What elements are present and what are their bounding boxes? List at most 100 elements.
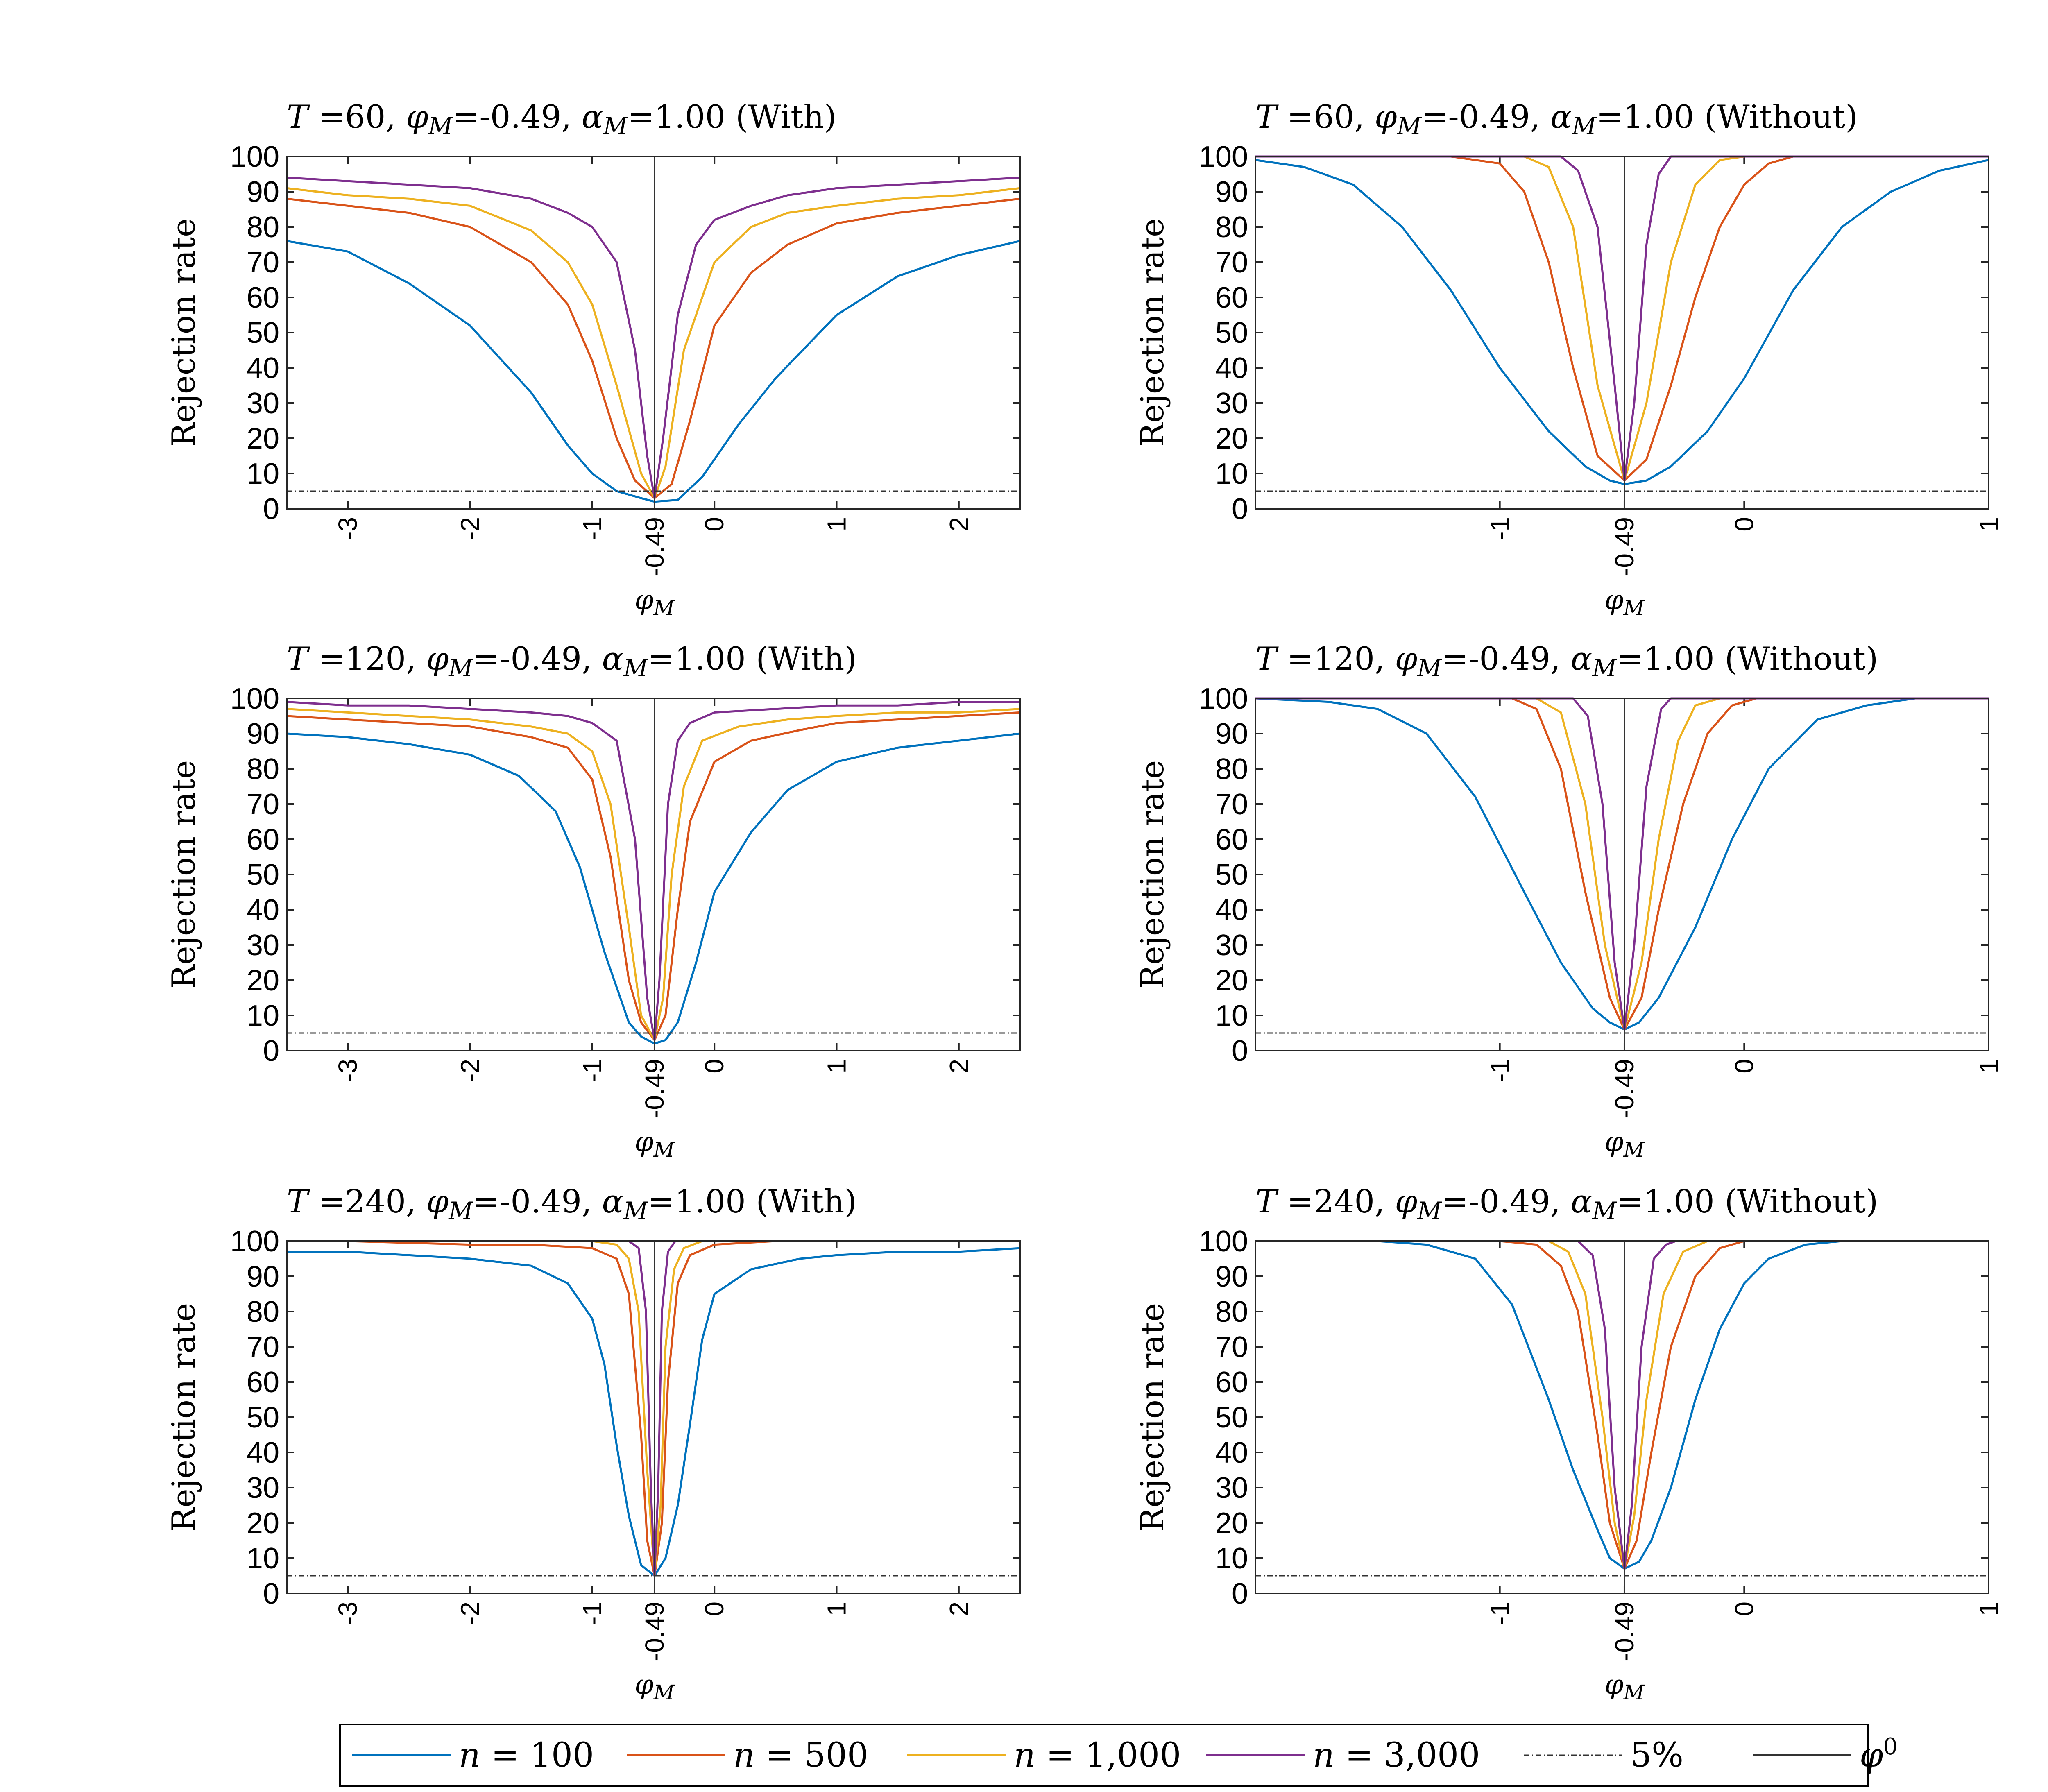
x-axis-label: φM <box>634 1126 675 1162</box>
x-tick-label: 1 <box>1974 517 2003 532</box>
axes-box <box>286 156 1021 510</box>
x-tick-label: 1 <box>822 1059 852 1074</box>
chart-title: T =240, φM=-0.49, αM=1.00 (With) <box>287 1183 857 1225</box>
x-tick-label-phi0: -0.49 <box>640 517 669 577</box>
chart-title: T =240, φM=-0.49, αM=1.00 (Without) <box>1255 1183 1878 1225</box>
y-axis-label: Rejection rate <box>1134 760 1171 989</box>
legend-label-phi0: φ0 <box>1860 1733 1898 1775</box>
chart-panel-3: T =120, φM=-0.49, αM=1.00 (With) Rejectio… <box>165 641 1021 1162</box>
legend-label-n500: n = 500 <box>733 1736 868 1775</box>
series-line-n1000 <box>286 187 1020 499</box>
series-line-n1000 <box>1255 1240 1989 1570</box>
y-tick-label: 40 <box>1215 894 1248 927</box>
series-line-n3000 <box>286 177 1020 499</box>
y-tick-label: 40 <box>247 352 279 385</box>
y-tick-label: 100 <box>1199 140 1248 173</box>
x-tick-label: -1 <box>1485 517 1515 540</box>
y-tick-label: 30 <box>1215 387 1248 420</box>
y-axis-label: Rejection rate <box>165 1303 202 1532</box>
y-tick-label: 60 <box>1215 823 1248 856</box>
y-tick-label: 50 <box>1215 317 1248 349</box>
y-tick-label: 20 <box>1215 964 1248 997</box>
chart-title: T =60, φM=-0.49, αM=1.00 (With) <box>287 99 836 140</box>
y-tick-label: 30 <box>247 929 279 962</box>
x-tick-label: 1 <box>1974 1602 2003 1616</box>
y-tick-label: 20 <box>247 422 279 455</box>
y-tick-label: 90 <box>247 1260 279 1293</box>
y-tick-label: 50 <box>1215 859 1248 891</box>
y-tick-label: 40 <box>247 894 279 927</box>
y-tick-label: 10 <box>247 1542 279 1575</box>
x-tick-label-phi0: -0.49 <box>640 1059 669 1119</box>
y-tick-label: 80 <box>247 753 279 786</box>
y-axis-label: Rejection rate <box>1134 218 1171 447</box>
x-tick-label: -1 <box>1485 1059 1515 1082</box>
series-line-n100 <box>1255 1240 1989 1570</box>
y-tick-label: 10 <box>247 458 279 490</box>
chart-panel-5: T =240, φM=-0.49, αM=1.00 (With) Rejectio… <box>165 1183 1021 1704</box>
x-tick-label: -3 <box>333 517 362 540</box>
series-line-n100 <box>286 732 1020 1045</box>
legend-box <box>339 1724 1869 1787</box>
series-line-n100 <box>286 240 1020 503</box>
x-tick-label-phi0: -0.49 <box>1610 517 1639 577</box>
y-tick-label: 30 <box>247 1472 279 1504</box>
y-tick-label: 40 <box>247 1436 279 1469</box>
series-line-n1000 <box>1255 155 1989 482</box>
y-tick-label: 20 <box>247 1507 279 1540</box>
x-tick-label-phi0: -0.49 <box>1610 1059 1639 1119</box>
axes-box <box>286 1240 1021 1594</box>
y-tick-label: 0 <box>263 493 279 526</box>
x-axis-label: φM <box>634 1669 675 1704</box>
legend-label-five_pct: 5% <box>1630 1736 1683 1775</box>
y-tick-label: 90 <box>1215 176 1248 208</box>
y-tick-label: 90 <box>1215 718 1248 750</box>
axes-box <box>1255 698 1989 1051</box>
chart-panel-6: T =240, φM=-0.49, αM=1.00 (Without) Rejec… <box>1134 1183 2003 1704</box>
x-tick-label: -3 <box>333 1602 362 1625</box>
y-tick-label: 10 <box>1215 458 1248 490</box>
y-tick-label: 80 <box>1215 1296 1248 1328</box>
y-tick-label: 100 <box>230 1225 279 1258</box>
series-line-n100 <box>1255 697 1989 1031</box>
y-tick-label: 60 <box>247 1366 279 1399</box>
y-tick-label: 80 <box>1215 211 1248 244</box>
y-tick-label: 100 <box>1199 682 1248 715</box>
axes-box <box>1255 1240 1989 1594</box>
y-tick-label: 70 <box>1215 246 1248 279</box>
y-tick-label: 80 <box>247 211 279 244</box>
series-line-n500 <box>1255 697 1989 1031</box>
x-axis-label: φM <box>634 584 675 620</box>
series-line-n500 <box>1255 1240 1989 1570</box>
chart-title: T =120, φM=-0.49, αM=1.00 (With) <box>287 641 857 682</box>
series-line-n1000 <box>286 708 1020 1041</box>
x-tick-label: 0 <box>1729 1602 1759 1616</box>
y-tick-label: 40 <box>1215 1436 1248 1469</box>
x-tick-label: -2 <box>455 517 485 540</box>
x-tick-label: 1 <box>1974 1059 2003 1074</box>
axes-box <box>286 698 1021 1051</box>
x-tick-label: -2 <box>455 1602 485 1625</box>
y-tick-label: 100 <box>1199 1225 1248 1258</box>
legend: n = 100 n = 500 n = 1,000 n = 3,000 5% φ0 <box>339 1724 1898 1787</box>
y-tick-label: 0 <box>1232 493 1248 526</box>
y-tick-label: 80 <box>1215 753 1248 786</box>
series-line-n3000 <box>1255 1240 1989 1570</box>
y-tick-label: 90 <box>1215 1260 1248 1293</box>
y-tick-label: 90 <box>247 718 279 750</box>
series-line-n3000 <box>287 1240 1020 1577</box>
x-axis-label: φM <box>1604 584 1645 620</box>
series-line-n3000 <box>1255 697 1989 1031</box>
y-tick-label: 10 <box>1215 999 1248 1032</box>
x-tick-label: -1 <box>578 1602 607 1625</box>
y-tick-label: 20 <box>1215 1507 1248 1540</box>
y-tick-label: 50 <box>1215 1401 1248 1434</box>
y-tick-label: 50 <box>247 1401 279 1434</box>
series-line-n500 <box>1255 155 1989 482</box>
legend-label-n3000: n = 3,000 <box>1313 1736 1480 1775</box>
series-line-n500 <box>286 197 1020 499</box>
chart-title: T =120, φM=-0.49, αM=1.00 (Without) <box>1255 641 1878 682</box>
chart-panel-4: T =120, φM=-0.49, αM=1.00 (Without) Rejec… <box>1134 641 2003 1162</box>
y-tick-label: 0 <box>263 1577 279 1610</box>
y-tick-label: 70 <box>247 246 279 279</box>
